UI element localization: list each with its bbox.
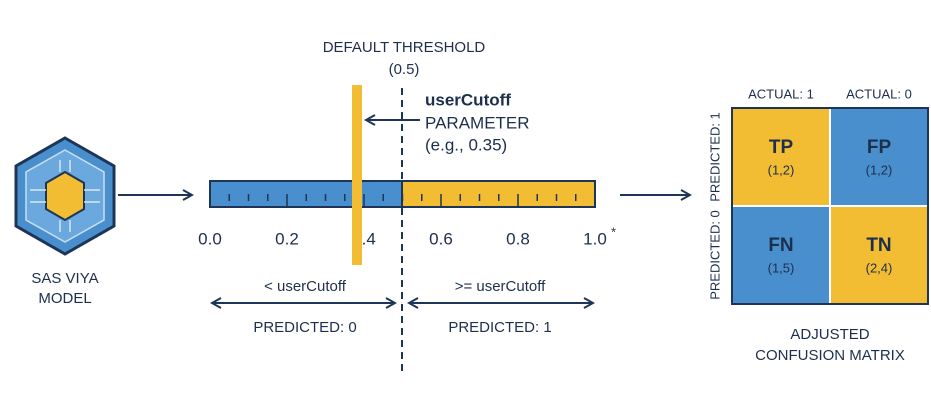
region-prediction: PREDICTED: 1 [448,319,551,336]
parameter-example: (e.g., 0.35) [425,135,507,154]
cell-label: FP [867,137,892,158]
scale-label: 1.0 [583,229,607,248]
threshold-value: (0.5) [389,61,420,78]
cell-coords: (1,2) [768,162,795,177]
matrix-caption: CONFUSION MATRIX [755,347,905,364]
footnote-mark: * [611,224,616,239]
region-condition: < userCutoff [264,278,347,295]
column-header: ACTUAL: 1 [748,86,814,101]
parameter-name: userCutoff [425,90,511,109]
scale-label: 0.8 [506,229,530,248]
region-prediction: PREDICTED: 0 [253,319,356,336]
cell-coords: (1,2) [866,162,893,177]
scale-ticks [209,194,596,207]
cell-label: TN [866,235,891,256]
scale-label: 0.0 [198,229,222,248]
model-label: MODEL [38,290,91,307]
cell-coords: (2,4) [866,260,893,275]
model-icon [14,136,116,256]
matrix-cell [733,207,829,303]
scale-labels: 0.0 0.2 0.4 0.6 0.8 1.0 [198,229,607,248]
parameter-label: PARAMETER [425,113,530,132]
row-header: PREDICTED: 1 [707,112,722,202]
column-header: ACTUAL: 0 [846,86,912,101]
matrix-cell [733,109,829,205]
matrix-cell [831,109,927,205]
model-label: SAS VIYA [31,270,98,287]
cell-coords: (1,5) [768,260,795,275]
region-condition: >= userCutoff [455,278,546,295]
matrix-caption: ADJUSTED [790,326,869,343]
matrix-cell [831,207,927,303]
scale-label: 0.6 [429,229,453,248]
row-header: PREDICTED: 0 [707,210,722,300]
threshold-title: DEFAULT THRESHOLD [323,39,486,56]
cell-label: TP [769,137,794,158]
scale-label: 0.2 [275,229,299,248]
cutoff-bar [352,85,362,265]
cell-label: FN [768,235,793,256]
